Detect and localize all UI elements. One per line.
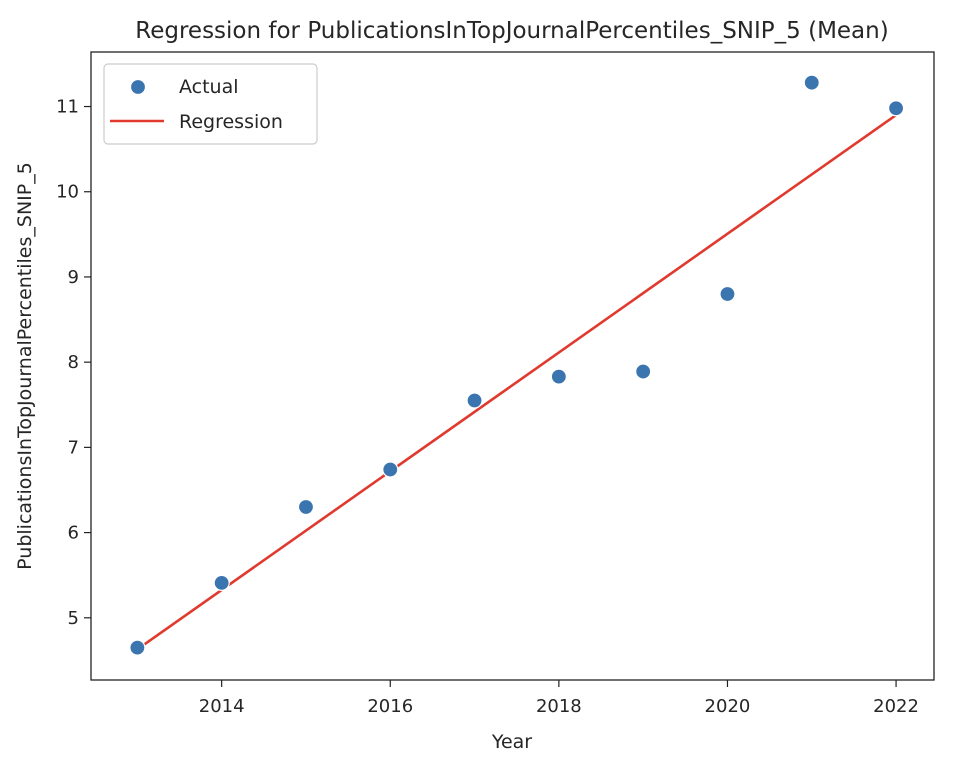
- y-axis-ticks: 5 6 7 8 9 10 11: [56, 97, 91, 629]
- points-layer: [129, 74, 905, 656]
- legend-actual-label: Actual: [179, 76, 239, 98]
- plot-area-frame: [90, 51, 935, 681]
- y-axis-label: PublicationsInTopJournalPercentiles_SNIP…: [14, 162, 36, 570]
- y-tick-label: 9: [68, 267, 79, 288]
- x-tick-label: 2018: [536, 696, 582, 717]
- y-tick-label: 5: [68, 608, 79, 629]
- legend-box: [103, 63, 318, 145]
- data-point: [129, 639, 146, 656]
- y-tick-label: 10: [56, 182, 79, 203]
- x-tick-label: 2016: [367, 696, 413, 717]
- y-tick-label: 7: [68, 437, 79, 458]
- x-tick-label: 2014: [199, 696, 245, 717]
- data-point: [550, 368, 567, 385]
- regression-line: [136, 113, 897, 651]
- data-point: [719, 285, 736, 303]
- legend-actual-marker: [129, 78, 147, 96]
- regression-layer: [136, 113, 897, 651]
- data-point: [803, 74, 820, 91]
- x-tick-label: 2020: [705, 696, 751, 717]
- y-tick-label: 8: [68, 352, 79, 373]
- x-tick-label: 2022: [873, 696, 919, 717]
- y-tick-label: 6: [68, 523, 79, 544]
- y-tick-label: 11: [56, 97, 79, 118]
- chart-title: Regression for PublicationsInTopJournalP…: [135, 18, 888, 44]
- data-point: [297, 498, 315, 516]
- data-point: [887, 100, 905, 117]
- data-point: [382, 461, 399, 478]
- legend-regression-label: Regression: [179, 111, 283, 133]
- x-axis-label: Year: [491, 731, 532, 753]
- legend: Actual Regression: [103, 63, 318, 145]
- data-point: [466, 392, 483, 409]
- x-axis-ticks: 2014 2016 2018 2020 2022: [199, 680, 919, 717]
- data-point: [635, 363, 652, 380]
- data-point: [213, 574, 230, 591]
